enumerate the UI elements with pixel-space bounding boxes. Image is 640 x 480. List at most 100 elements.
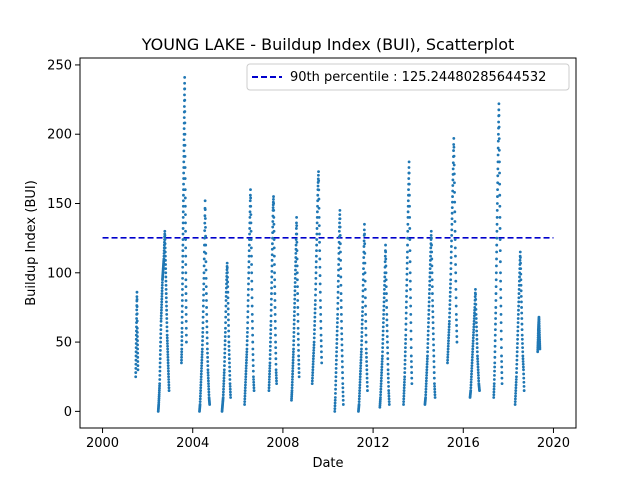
data-point [136, 335, 139, 338]
data-point [274, 351, 278, 355]
data-point [518, 250, 522, 254]
data-point [364, 347, 368, 351]
data-point [244, 383, 247, 387]
data-point [339, 250, 342, 254]
data-point [229, 396, 233, 399]
data-point [222, 382, 226, 386]
data-point [472, 328, 476, 332]
data-point [228, 382, 232, 386]
data-point [203, 229, 207, 233]
data-point [449, 278, 453, 282]
data-point [203, 208, 207, 212]
data-point [272, 254, 276, 258]
data-point [334, 358, 338, 362]
data-point [274, 346, 278, 350]
data-point [315, 243, 319, 247]
data-point [454, 304, 458, 308]
data-point [313, 299, 317, 302]
data-point [405, 300, 408, 304]
data-point [428, 275, 432, 279]
data-point [427, 300, 431, 304]
data-point [271, 220, 275, 223]
data-point [382, 308, 386, 312]
data-point [158, 361, 162, 365]
data-point [452, 163, 456, 167]
data-point [537, 322, 541, 326]
data-point [470, 367, 474, 370]
data-point [383, 288, 386, 291]
data-point [410, 365, 413, 369]
data-point [408, 249, 412, 253]
data-point [427, 296, 431, 300]
data-point [498, 204, 502, 208]
data-point [245, 335, 249, 338]
data-point [402, 391, 406, 395]
data-point [201, 315, 205, 319]
data-point [311, 371, 315, 374]
data-point [160, 308, 163, 312]
data-point [431, 332, 435, 336]
data-point [470, 355, 474, 359]
data-point [159, 324, 163, 327]
data-point [472, 333, 475, 337]
data-point [513, 403, 517, 406]
data-point [160, 297, 164, 301]
data-point [166, 353, 170, 356]
data-point [384, 257, 388, 261]
data-point [382, 317, 385, 320]
data-point [317, 215, 321, 219]
data-point [136, 339, 139, 343]
data-point [494, 278, 498, 282]
data-point [492, 387, 496, 391]
data-point [245, 339, 249, 343]
data-point [294, 251, 298, 255]
data-point [297, 371, 301, 374]
data-point [448, 286, 452, 290]
data-point [204, 292, 208, 295]
data-point [313, 303, 317, 307]
data-point [365, 385, 369, 388]
data-point [205, 330, 209, 334]
data-point [453, 238, 457, 241]
data-point [447, 325, 451, 329]
data-point [338, 217, 342, 221]
data-point [291, 364, 295, 368]
data-point [453, 246, 457, 250]
data-point [404, 328, 408, 332]
data-point [427, 321, 430, 325]
data-point [495, 209, 499, 212]
data-point [310, 379, 314, 383]
data-point [250, 263, 253, 266]
data-point [363, 251, 367, 255]
data-point [251, 369, 255, 373]
data-point [184, 292, 188, 295]
data-point [317, 188, 321, 192]
data-point [498, 249, 502, 253]
data-point [447, 336, 451, 340]
data-point [386, 357, 390, 361]
data-point [499, 304, 503, 308]
data-point [163, 250, 167, 254]
data-point [496, 167, 500, 171]
data-point [246, 310, 250, 313]
data-point [361, 283, 365, 287]
data-point [314, 254, 318, 258]
data-point [198, 403, 202, 406]
data-point [243, 403, 246, 406]
data-point [405, 272, 409, 276]
data-point [363, 279, 367, 283]
data-point [448, 290, 452, 294]
data-point [319, 312, 323, 316]
data-point [498, 238, 502, 241]
data-point [223, 330, 227, 334]
data-point [182, 182, 185, 186]
data-point [314, 260, 318, 264]
data-point [474, 317, 478, 320]
data-point [341, 403, 345, 406]
data-point [335, 337, 339, 341]
data-point [334, 371, 338, 374]
data-point [402, 403, 405, 406]
data-point [517, 292, 521, 295]
data-point [202, 271, 206, 275]
data-point [363, 242, 367, 246]
